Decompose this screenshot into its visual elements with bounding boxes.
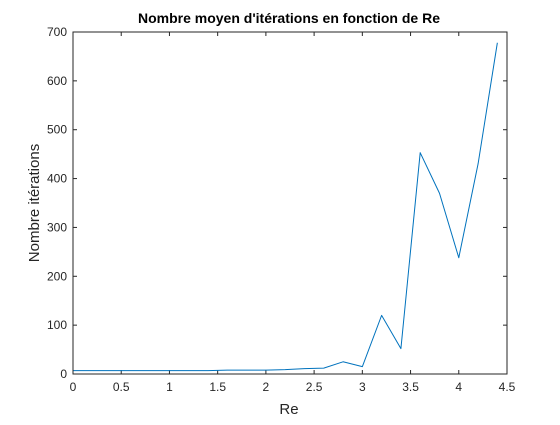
- y-tick-label: 500: [47, 123, 67, 137]
- y-axis-ticks: 0 100 200 300 400 500 600 700: [47, 25, 507, 381]
- data-point: [380, 314, 383, 317]
- data-point: [457, 256, 460, 259]
- y-tick-label: 200: [47, 269, 67, 283]
- data-point: [226, 369, 229, 372]
- data-point: [419, 151, 422, 154]
- x-tick-label: 1.5: [209, 380, 226, 394]
- x-tick-label: 4.5: [499, 380, 516, 394]
- x-tick-label: 3.5: [402, 380, 419, 394]
- data-point: [91, 369, 94, 372]
- x-tick-label: 0: [70, 380, 77, 394]
- x-tick-label: 2: [263, 380, 270, 394]
- data-point: [110, 369, 113, 372]
- y-tick-label: 100: [47, 318, 67, 332]
- x-tick-label: 2.5: [306, 380, 323, 394]
- data-point: [322, 367, 325, 370]
- x-tick-label: 4: [455, 380, 462, 394]
- data-point: [477, 162, 480, 165]
- y-tick-label: 0: [60, 367, 67, 381]
- x-tick-label: 0.5: [113, 380, 130, 394]
- y-tick-label: 400: [47, 172, 67, 186]
- data-point: [399, 347, 402, 350]
- data-point: [149, 369, 152, 372]
- axes-box: [72, 31, 508, 375]
- plot-background: [73, 32, 507, 374]
- data-point: [168, 369, 171, 372]
- y-tick-label: 300: [47, 220, 67, 234]
- plot-area: 0 0.5 1 1.5 2 2.5 3 3.5 4 4.5 0 100 200 300 400 500 600…: [47, 25, 516, 394]
- y-tick-label: 600: [47, 74, 67, 88]
- data-point: [264, 369, 267, 372]
- series-layer: [73, 41, 499, 372]
- series-line: [73, 42, 498, 372]
- data-point: [207, 369, 210, 372]
- data-point: [303, 367, 306, 370]
- x-axis-ticks: 0 0.5 1 1.5 2 2.5 3 3.5 4 4.5: [70, 32, 516, 394]
- y-tick-label: 700: [47, 25, 67, 39]
- data-point: [187, 369, 190, 372]
- x-tick-label: 3: [359, 380, 366, 394]
- data-point: [129, 369, 132, 372]
- data-point: [342, 360, 345, 363]
- data-point: [438, 192, 441, 195]
- data-point: [496, 41, 499, 44]
- data-point: [284, 368, 287, 371]
- data-point: [245, 369, 248, 372]
- y-axis-label: Nombre itérations: [26, 144, 43, 262]
- data-point: [361, 365, 364, 368]
- x-tick-label: 1: [166, 380, 173, 394]
- x-axis-label: Re: [279, 401, 298, 418]
- chart-title: Nombre moyen d'itérations en fonction de…: [138, 10, 440, 26]
